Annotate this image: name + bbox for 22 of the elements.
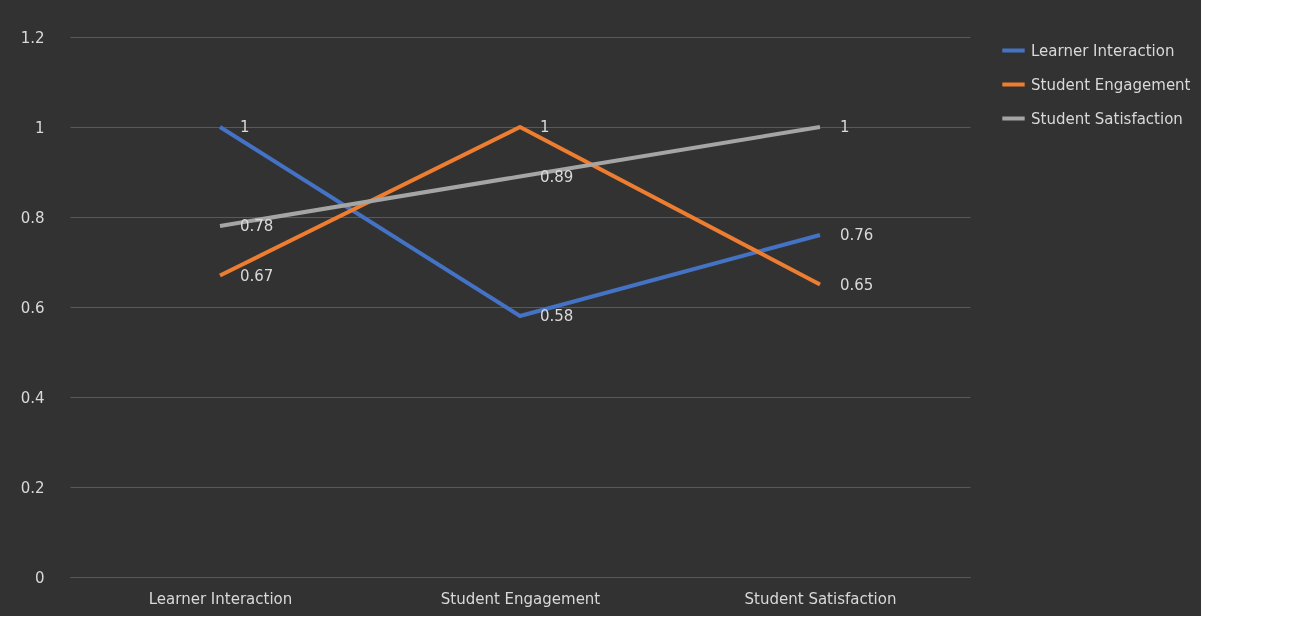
y-tick-label: 1.2 (20, 28, 45, 47)
x-tick-label: Student Satisfaction (744, 589, 897, 608)
data-label: 1 (840, 118, 850, 136)
data-label: 0.58 (540, 307, 574, 325)
x-tick-label: Student Engagement (440, 589, 601, 608)
y-tick-label: 0.6 (20, 298, 45, 317)
data-label: 1 (540, 118, 550, 136)
legend-label: Student Engagement (1031, 75, 1191, 94)
y-tick-label: 1 (34, 118, 45, 137)
legend-label: Learner Interaction (1031, 41, 1175, 60)
x-tick-label: Learner Interaction (148, 589, 293, 608)
legend-label: Student Satisfaction (1031, 109, 1183, 128)
data-label: 0.76 (840, 226, 874, 244)
data-label: 0.65 (840, 275, 874, 294)
data-label: 0.67 (240, 266, 274, 285)
y-tick-label: 0.4 (20, 388, 45, 407)
data-label: 0.89 (540, 167, 574, 186)
y-tick-label: 0.2 (20, 478, 45, 497)
y-tick-label: 0 (34, 568, 45, 587)
y-tick-label: 0.8 (20, 208, 45, 227)
data-label: 1 (240, 118, 250, 136)
data-label: 0.78 (240, 217, 274, 235)
